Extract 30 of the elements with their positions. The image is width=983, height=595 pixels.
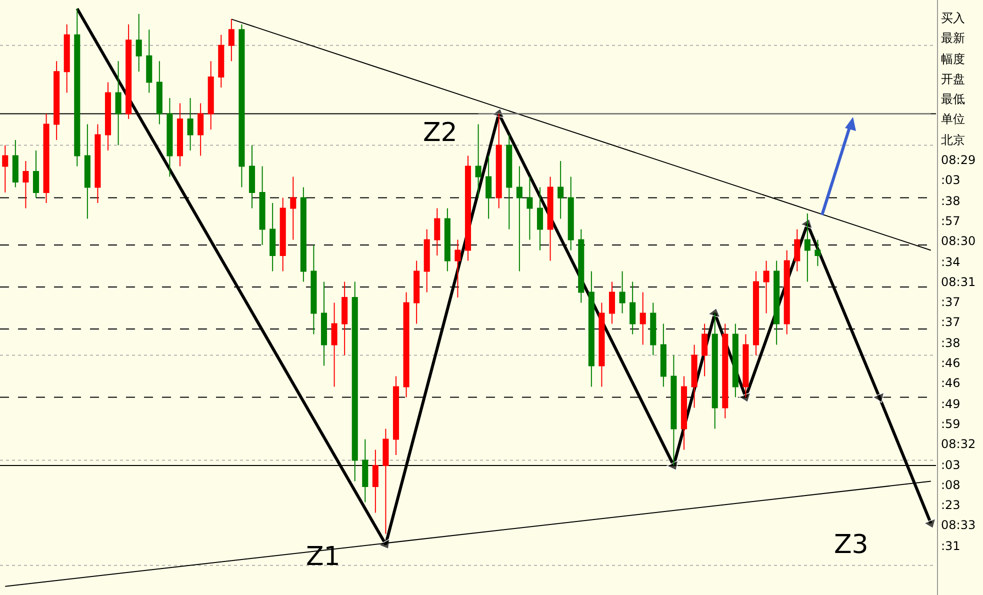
text: 北京 (940, 132, 966, 149)
text: 买入 (940, 10, 966, 27)
text: 08:29 (940, 152, 977, 170)
text: :46 (940, 375, 962, 392)
text: :08 (940, 476, 962, 494)
text: 08:32 (940, 436, 977, 454)
text: 最新 (940, 30, 966, 48)
text: :46 (940, 355, 962, 372)
text: :38 (940, 334, 962, 352)
text: :59 (940, 416, 962, 433)
text: :31 (940, 538, 962, 555)
text: :38 (940, 192, 962, 210)
text: 08:30 (940, 233, 977, 250)
text: :03 (940, 172, 962, 190)
text: :57 (940, 212, 962, 230)
text: Z1 (306, 542, 340, 572)
text: :49 (940, 396, 962, 413)
annotation: Z3 (834, 530, 868, 560)
text: :34 (940, 254, 962, 271)
text: 08:31 (940, 274, 977, 291)
text: :37 (940, 294, 962, 312)
annotation: Z2 (423, 118, 458, 148)
text: :03 (940, 456, 962, 474)
text: 最低 (940, 91, 966, 108)
text: :23 (940, 497, 962, 514)
text: :37 (940, 314, 962, 332)
text: 08:33 (940, 517, 977, 534)
text: 单位 (940, 111, 966, 128)
text: 幅度 (940, 50, 966, 68)
text: 开盘 (940, 70, 966, 88)
